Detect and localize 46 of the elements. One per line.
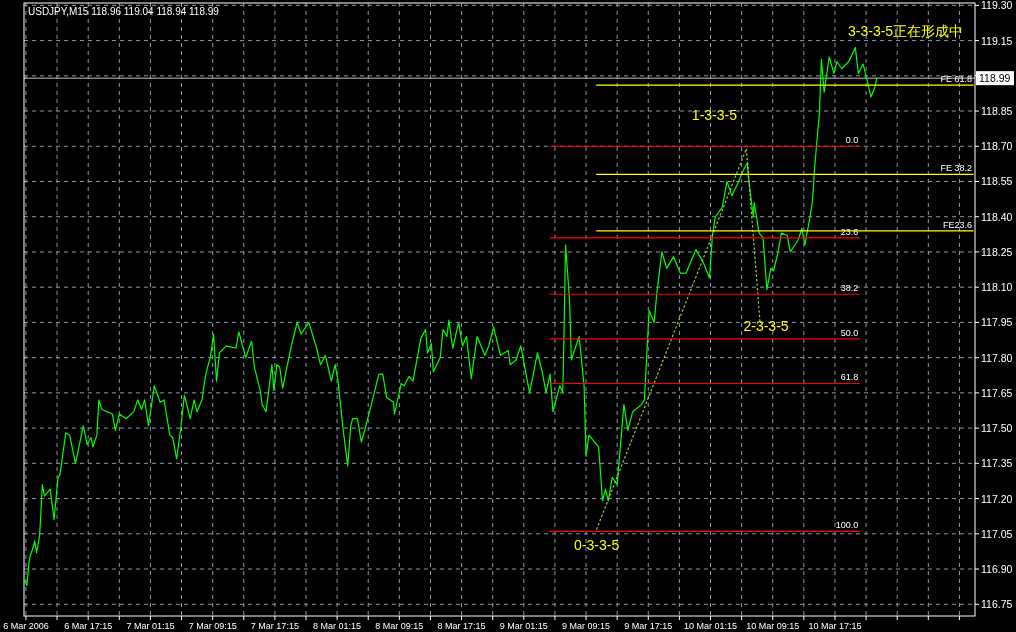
y-tick-label: 117.35: [981, 457, 1013, 470]
y-tick-label: 117.65: [981, 386, 1013, 399]
y-tick-label: 119.15: [981, 34, 1013, 47]
y-tick-label: 118.25: [981, 245, 1013, 258]
y-tick-label: 117.80: [981, 351, 1013, 364]
x-tick-label: 8 Mar 17:15: [437, 621, 486, 631]
annotation: 0-3-3-5: [574, 537, 620, 554]
series-label: 38.2: [840, 283, 859, 294]
x-tick-label: 9 Mar 09:15: [562, 621, 611, 631]
y-tick-label: 116.75: [981, 598, 1013, 611]
y-tick-label: 118.70: [981, 140, 1013, 153]
ref-line-label: 118.99: [979, 72, 1011, 85]
y-tick-label: 117.95: [981, 316, 1013, 329]
x-tick-label: 7 Mar 17:15: [250, 621, 299, 631]
series-label: 0.0: [845, 135, 859, 146]
x-tick-label: 9 Mar 01:15: [499, 621, 548, 631]
y-tick-label: 119.30: [981, 0, 1013, 12]
y-tick-label: 117.05: [981, 527, 1013, 540]
x-tick-label: 8 Mar 09:15: [375, 621, 424, 631]
x-tick-label: 7 Mar 01:15: [126, 621, 175, 631]
x-tick-label: 6 Mar 17:15: [64, 621, 113, 631]
y-tick-label: 118.55: [981, 175, 1013, 188]
y-tick-label: 117.50: [981, 422, 1013, 435]
x-tick-label: 6 Mar 2006: [3, 621, 49, 631]
x-tick-label: 9 Mar 17:15: [624, 621, 673, 631]
line-series: [24, 47, 878, 587]
series-label: 100.0: [835, 520, 859, 531]
y-tick-label: 117.20: [981, 492, 1013, 505]
annotation: 2-3-3-5: [743, 318, 789, 335]
y-tick-label: 118.10: [981, 281, 1013, 294]
series-label: FE 38.2: [940, 163, 973, 174]
series-label: FE 61.8: [940, 74, 973, 85]
annotation: 1-3-3-5: [691, 106, 738, 123]
y-tick-label: 116.90: [981, 563, 1013, 576]
x-tick-label: 10 Mar 09:15: [746, 621, 800, 631]
x-tick-label: 7 Mar 09:15: [188, 621, 237, 631]
x-tick-label: 10 Mar 17:15: [808, 621, 862, 631]
y-tick-label: 118.85: [981, 105, 1013, 118]
annotation: 3-3-3-5正在形成中: [848, 22, 964, 39]
x-tick-label: 10 Mar 01:15: [683, 621, 738, 631]
y-tick-label: 118.40: [981, 210, 1013, 223]
series-label: FE23.6: [943, 219, 973, 230]
x-tick-label: 8 Mar 01:15: [313, 621, 362, 631]
chart-title: USDJPY,M15 118.96 119.04 118.94 118.99: [28, 6, 220, 17]
series-label: 61.8: [840, 372, 859, 383]
series-label: 50.0: [840, 327, 859, 338]
